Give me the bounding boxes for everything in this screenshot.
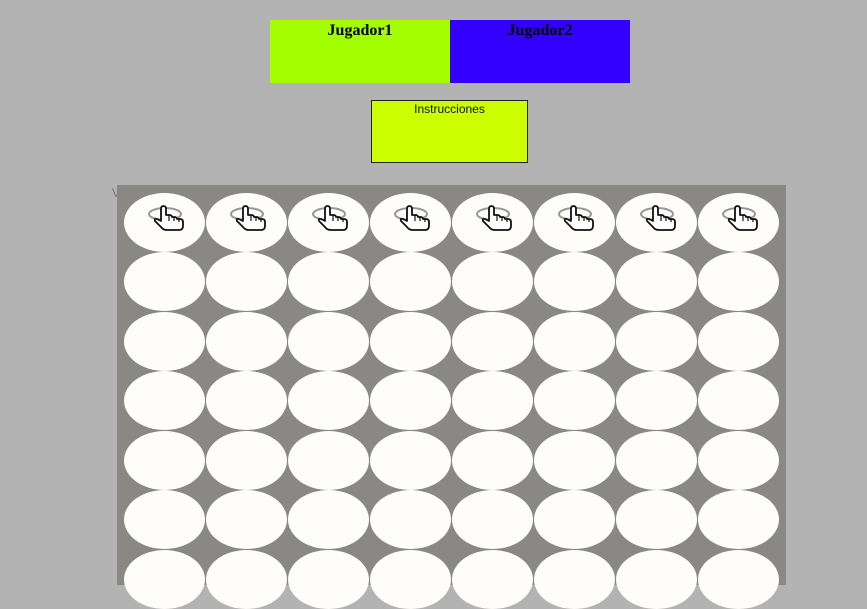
board-cell — [534, 252, 615, 311]
board-row — [124, 371, 780, 430]
players-bar: Jugador1 Jugador2 — [270, 20, 630, 83]
board-cell — [206, 312, 287, 371]
drop-column-button-8[interactable] — [698, 193, 779, 252]
board-cell — [534, 431, 615, 490]
board-cell — [616, 490, 697, 549]
drop-column-button-5[interactable] — [452, 193, 533, 252]
drop-column-button-7[interactable] — [616, 193, 697, 252]
board-cell — [452, 252, 533, 311]
pointing-hand-icon — [303, 205, 355, 240]
board-cell — [124, 252, 205, 311]
board-row — [124, 252, 780, 311]
board-cell — [370, 252, 451, 311]
board-cell — [206, 431, 287, 490]
board-cell — [698, 550, 779, 609]
board-cell — [370, 371, 451, 430]
board-cell — [206, 252, 287, 311]
board-cell — [206, 490, 287, 549]
board-cell — [616, 550, 697, 609]
board-cell — [698, 371, 779, 430]
board-cell — [124, 312, 205, 371]
board-cell — [698, 312, 779, 371]
board-row — [124, 550, 780, 609]
player2-name: Jugador2 — [507, 22, 573, 39]
board-cell — [370, 550, 451, 609]
drop-column-button-4[interactable] — [370, 193, 451, 252]
board-cell — [206, 550, 287, 609]
board-cell — [370, 431, 451, 490]
board-cell — [288, 371, 369, 430]
board-cell — [206, 371, 287, 430]
drop-column-button-1[interactable] — [124, 193, 205, 252]
pointing-hand-icon — [549, 205, 601, 240]
pointing-hand-icon — [631, 205, 683, 240]
pointing-hand-icon — [139, 205, 191, 240]
board-cell — [288, 550, 369, 609]
instructions-label: Instrucciones — [414, 102, 485, 116]
board-cell — [288, 490, 369, 549]
player2-panel: Jugador2 — [450, 20, 630, 83]
board-row — [124, 490, 780, 549]
board-row — [124, 431, 780, 490]
board-cell — [616, 371, 697, 430]
board-cell — [698, 252, 779, 311]
board-cell — [616, 312, 697, 371]
board-cell — [534, 312, 615, 371]
board-cell — [534, 490, 615, 549]
pointing-hand-icon — [467, 205, 519, 240]
pointing-hand-icon — [713, 205, 765, 240]
board-cell — [534, 371, 615, 430]
drop-column-button-6[interactable] — [534, 193, 615, 252]
board-cell — [370, 490, 451, 549]
board-row — [124, 312, 780, 371]
pointing-hand-icon — [221, 205, 273, 240]
board-cell — [124, 431, 205, 490]
board-cell — [452, 431, 533, 490]
board-cell — [124, 490, 205, 549]
drop-column-button-2[interactable] — [206, 193, 287, 252]
pointing-hand-icon — [385, 205, 437, 240]
board-cell — [288, 312, 369, 371]
board-cell — [452, 312, 533, 371]
board-cell — [124, 550, 205, 609]
game-board — [117, 185, 786, 609]
board-cell — [452, 371, 533, 430]
board-cell — [452, 550, 533, 609]
board-cell — [288, 431, 369, 490]
board-cell — [698, 490, 779, 549]
board-cell — [288, 252, 369, 311]
board-cell — [534, 550, 615, 609]
drop-column-button-3[interactable] — [288, 193, 369, 252]
board-cell — [698, 431, 779, 490]
board-cell — [452, 490, 533, 549]
stray-text: V — [112, 186, 121, 200]
board-cell — [616, 431, 697, 490]
player1-panel: Jugador1 — [270, 20, 450, 83]
board-cell — [124, 371, 205, 430]
instructions-button[interactable]: Instrucciones — [371, 100, 528, 163]
drop-row — [124, 193, 780, 252]
board-cell — [616, 252, 697, 311]
player1-name: Jugador1 — [327, 22, 393, 39]
board-cell — [370, 312, 451, 371]
